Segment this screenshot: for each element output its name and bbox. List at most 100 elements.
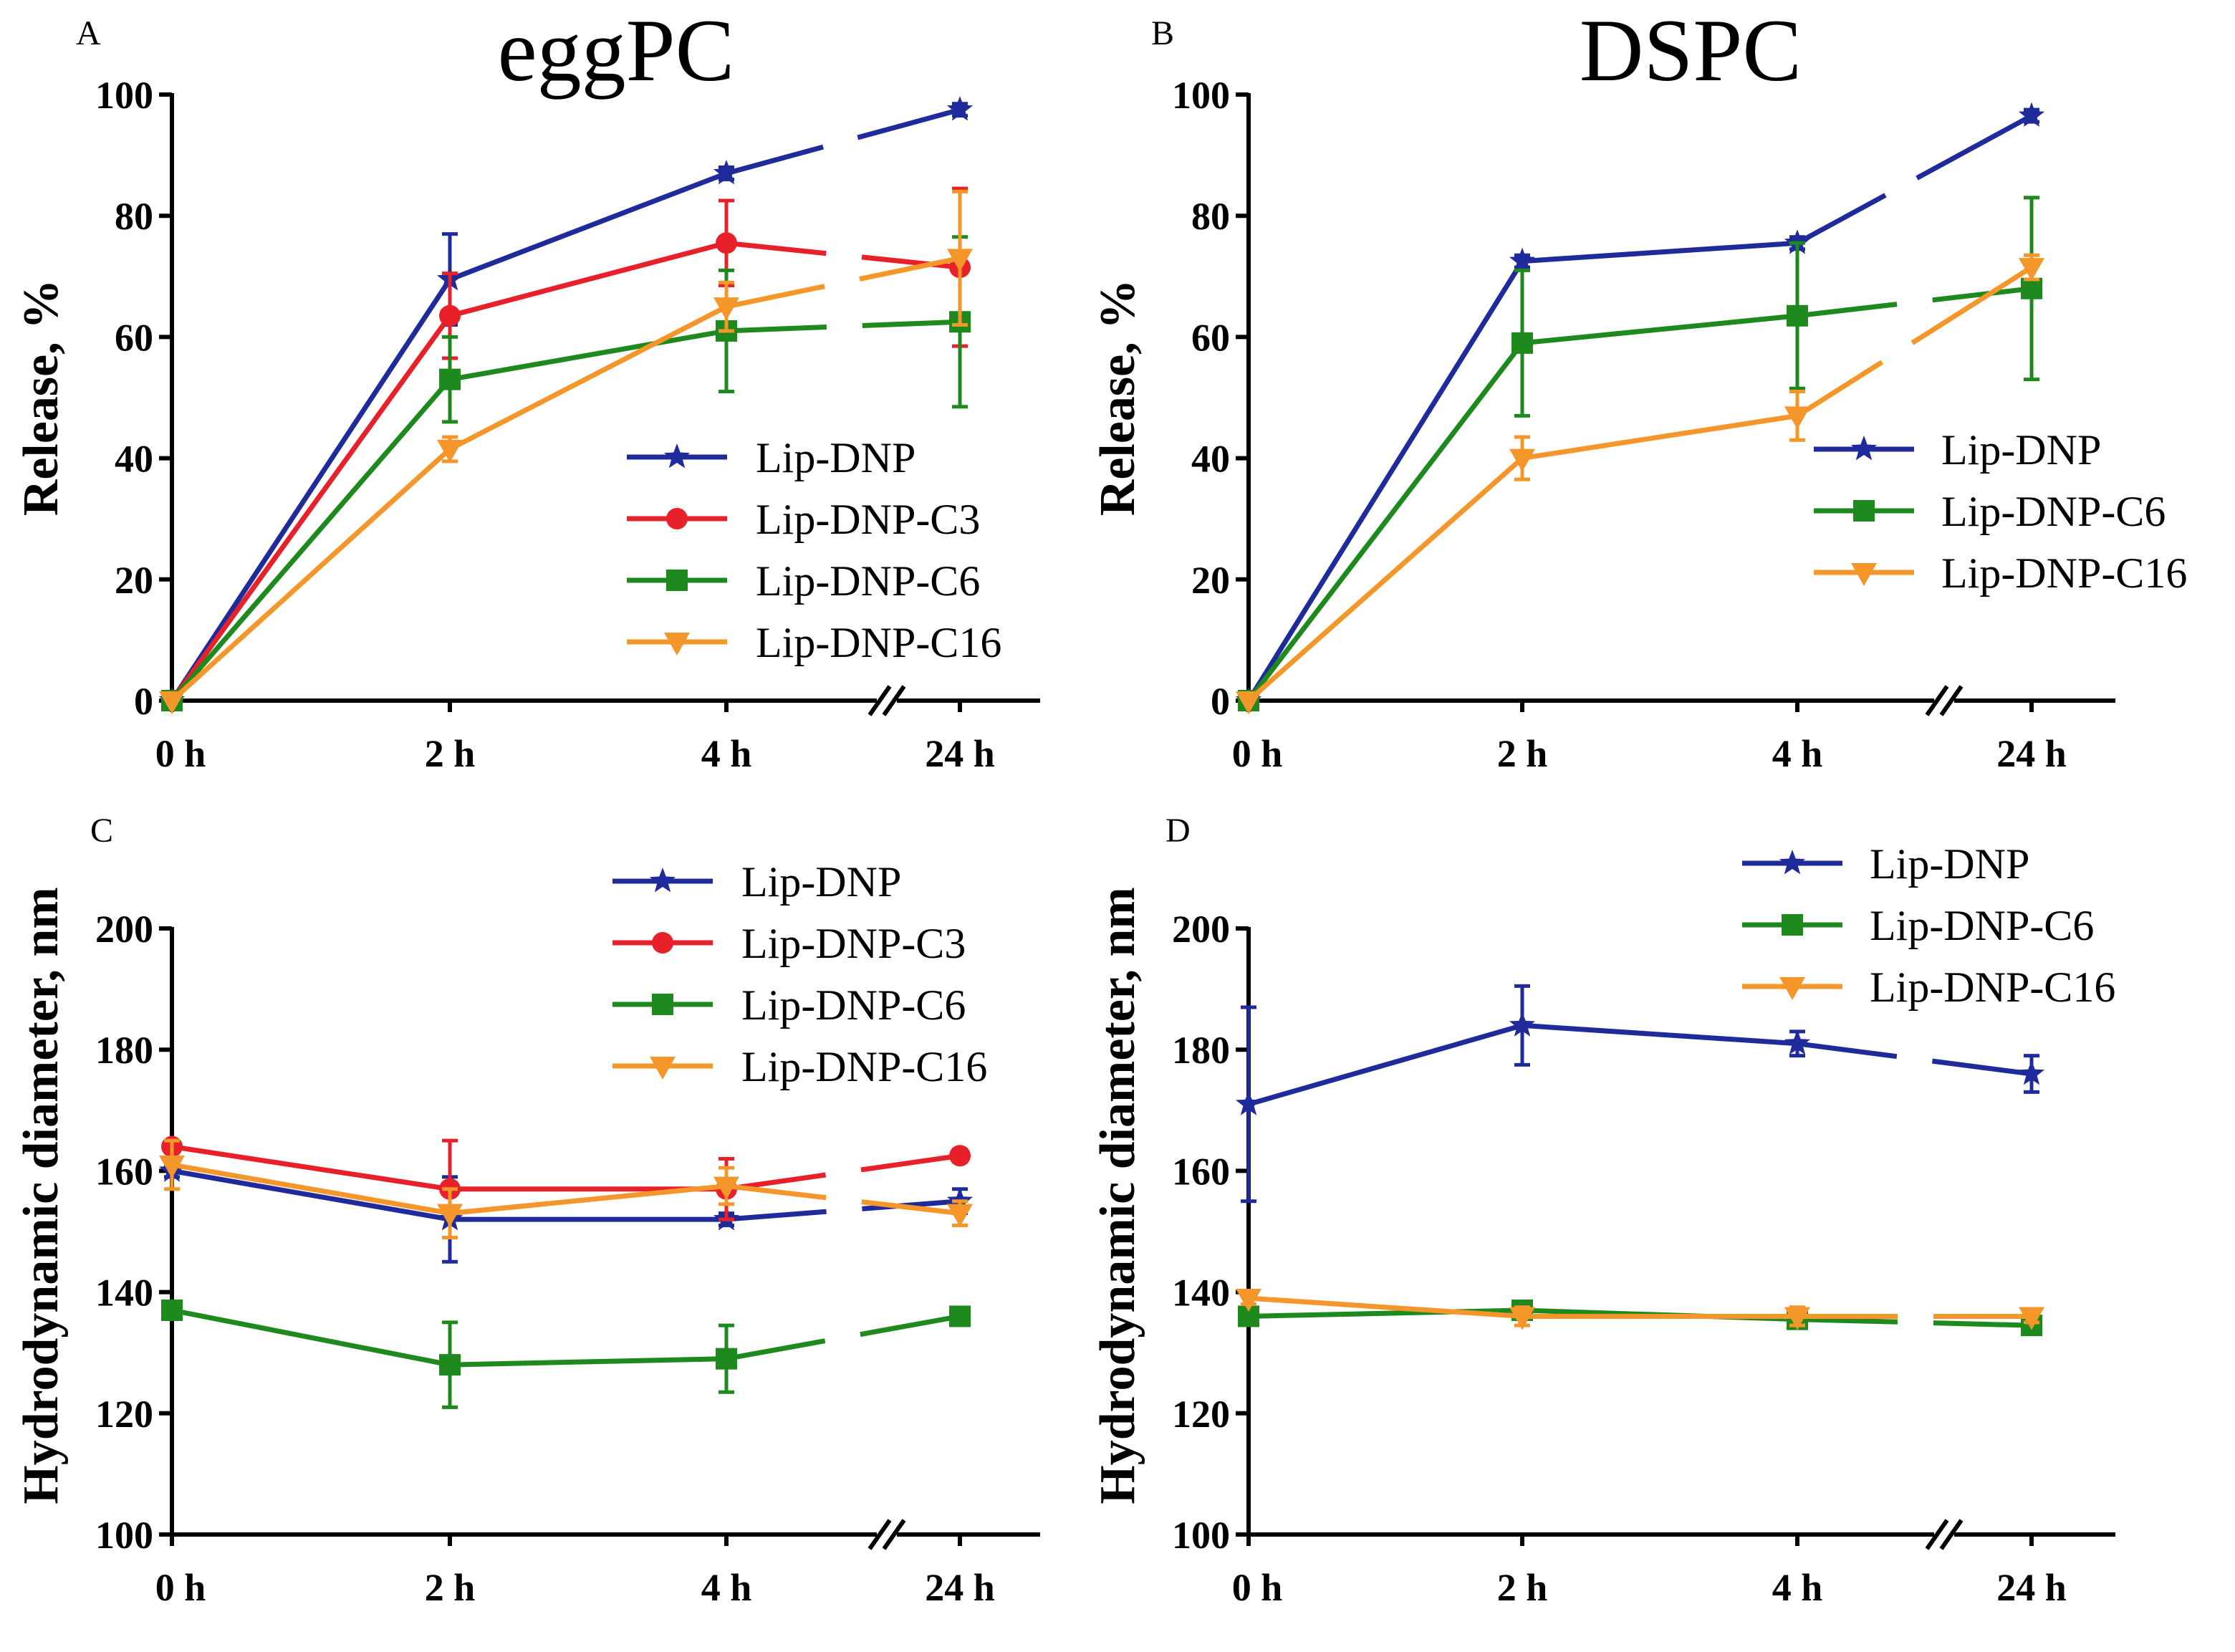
panel-d-series-lip-dnp-point	[2018, 1060, 2045, 1085]
panel-b-y-axis-title: Release, %	[1090, 279, 1145, 516]
panel-b-series-lip-dnp-c16	[1236, 253, 2044, 714]
panel-c-series-lip-dnp-c16	[159, 1138, 973, 1239]
panel-d-x-tick-label: 24 h	[1996, 1566, 2067, 1609]
panel-a-axis-break-mark	[882, 685, 906, 716]
panel-c-x-tick-label: 4 h	[701, 1566, 752, 1609]
panel-d-series-lip-dnp-line-segment	[1248, 1022, 1523, 1107]
panel-b-series-lip-dnp-c6-line-segment	[1522, 313, 1798, 346]
legend-marker	[652, 994, 673, 1015]
legend-marker	[650, 1057, 676, 1080]
legend-label: Lip-DNP-C3	[741, 920, 966, 967]
panel-a-y-tick-label: 0	[134, 680, 153, 723]
legend-label: Lip-DNP	[756, 434, 915, 481]
legend-label: Lip-DNP-C16	[756, 619, 1001, 666]
panel-a-legend: Lip-DNP Lip-DNP-C3 Lip-DNP-C6 Lip-DNP-C16	[627, 434, 1001, 666]
panel-c-series-lip-dnp-c3-point	[949, 1145, 971, 1167]
panel-b-series-lip-dnp-line-segment	[1246, 259, 1524, 702]
legend-label: Lip-DNP-C16	[741, 1043, 987, 1090]
panel-a-series-lip-dnp-c3-line-segment	[449, 240, 727, 319]
panel-a-series-lip-dnp-c3-line-segment	[726, 240, 961, 270]
panel-a-series-lip-dnp-c3-line-segment	[170, 314, 452, 703]
legend-marker	[652, 932, 673, 954]
panel-b-series-lip-dnp-point	[2018, 102, 2045, 127]
legend-label: Lip-DNP-C16	[1941, 549, 2187, 597]
panel-a-legend-item-lip-dnp-c3: Lip-DNP-C3	[627, 496, 980, 543]
legend-label: Lip-DNP-C6	[1870, 902, 2094, 949]
panel-b-series-lip-dnp-line-segment	[1522, 240, 1798, 264]
panel-b-series-lip-dnp-c16-point	[2019, 258, 2044, 282]
panel-c-series-lip-dnp-c6-line-segment	[449, 1356, 727, 1368]
panel-c-axis-break-mark	[867, 1519, 892, 1550]
panel-b: B DSPC 0 20 40 60 80 100 0 h 2 h 4 h 24 h Release, %…	[1090, 1, 2187, 775]
panel-b-series-lip-dnp-c6-point	[1511, 332, 1533, 354]
panel-a-axis-break-mark	[867, 685, 892, 716]
panel-b-x-tick-label: 4 h	[1772, 732, 1823, 775]
panel-d-x-tick-label: 4 h	[1772, 1566, 1823, 1609]
panel-c: C 100 120 140 160 180 200 0 h 2 h 4 h 24 h Hydrodyn…	[14, 812, 1040, 1609]
panel-b-y-tick-label: 100	[1172, 74, 1230, 117]
panel-a-y-tick-label: 40	[115, 438, 153, 481]
panel-c-x-tick-label: 24 h	[925, 1566, 995, 1609]
panel-b-series-lip-dnp-c16-point	[1509, 448, 1535, 472]
panel-a-title: eggPC	[498, 1, 735, 100]
panel-d-y-tick-label: 120	[1172, 1393, 1230, 1436]
panel-c-series-lip-dnp-c16-line-segment	[449, 1183, 727, 1216]
panel-a-y-tick-label: 20	[115, 559, 153, 602]
panel-a-x-tick-label: 2 h	[425, 732, 476, 775]
panel-b-y-tick-label: 40	[1191, 438, 1230, 481]
panel-a-y-tick-label: 80	[115, 195, 153, 238]
panel-b-series-lip-dnp-line-segment	[1796, 113, 2033, 246]
legend-marker	[663, 443, 691, 469]
panel-d-series-lip-dnp-c16	[1236, 1289, 2044, 1330]
panel-b-y-tick-label: 80	[1191, 195, 1230, 238]
panel-d-series-lip-dnp-point	[1509, 1012, 1536, 1037]
panel-c-y-tick-label: 180	[95, 1029, 153, 1072]
panel-c-y-tick-label: 140	[95, 1272, 153, 1315]
panel-c-series-lip-dnp-c6	[161, 1299, 971, 1409]
panel-a-series-lip-dnp-point	[713, 160, 740, 185]
panel-b-legend-item-lip-dnp: Lip-DNP	[1814, 426, 2101, 474]
panel-d-series-lip-dnp-c16-line-segment	[1248, 1295, 1523, 1319]
panel-a-series-lip-dnp-c6-line-segment	[170, 378, 452, 703]
panel-a-series-lip-dnp-line-segment	[170, 278, 452, 702]
panel-c-series-lip-dnp-c6-point	[439, 1354, 461, 1376]
legend-marker	[1851, 563, 1877, 586]
panel-a-series-lip-dnp-c16	[159, 189, 973, 714]
legend-label: Lip-DNP	[1941, 426, 2101, 474]
legend-label: Lip-DNP	[1870, 840, 2029, 888]
panel-a-series-lip-dnp-c6-line-segment	[726, 319, 961, 334]
legend-marker	[1850, 436, 1878, 461]
legend-marker	[666, 570, 688, 591]
panel-a-series-lip-dnp-c16-point	[159, 691, 185, 714]
panel-a-series-lip-dnp-c16-point	[947, 249, 973, 272]
panel-c-series-lip-dnp-c3-line-segment	[726, 1153, 961, 1192]
panel-c-series-lip-dnp-c6-line-segment	[726, 1313, 961, 1362]
panel-b-axis-break-mark	[1925, 685, 1949, 716]
panel-c-series-lip-dnp-c16-point	[947, 1204, 973, 1227]
panel-c-y-tick-label: 200	[95, 908, 153, 951]
panel-a-series-lip-dnp-c3-point	[716, 232, 737, 254]
panel-c-series-lip-dnp-c6-point	[161, 1299, 183, 1321]
panel-c-series-lip-dnp-c16-point	[437, 1204, 463, 1227]
panel-b-y-tick-label: 20	[1191, 559, 1230, 602]
panel-c-legend-item-lip-dnp-c16: Lip-DNP-C16	[612, 1043, 987, 1090]
legend-label: Lip-DNP-C6	[741, 981, 966, 1029]
panel-a-series-lip-dnp-c16-line-segment	[170, 447, 452, 703]
panel-d-x-tick-label: 2 h	[1497, 1566, 1548, 1609]
panel-b-series-lip-dnp-c16-point	[1784, 406, 1810, 430]
panel-b-series-lip-dnp-point	[1509, 247, 1536, 272]
panel-b-series-lip-dnp-c6-line-segment	[1246, 341, 1524, 703]
panel-c-x-tick-label: 2 h	[425, 1566, 476, 1609]
panel-a-series-lip-dnp-line-segment	[726, 107, 961, 176]
legend-label: Lip-DNP-C16	[1870, 964, 2115, 1011]
panel-d-y-tick-label: 180	[1172, 1029, 1230, 1072]
panel-d-y-tick-label: 140	[1172, 1272, 1230, 1315]
panel-a-x-tick-label: 4 h	[701, 732, 752, 775]
legend-label: Lip-DNP-C3	[756, 496, 980, 543]
panel-b-series-lip-dnp-c6-point	[2021, 277, 2042, 299]
panel-d-legend-item-lip-dnp-c16: Lip-DNP-C16	[1742, 964, 2115, 1011]
panel-c-series-lip-dnp-line-segment	[726, 1199, 961, 1222]
panel-a-legend-item-lip-dnp-c16: Lip-DNP-C16	[627, 619, 1001, 666]
panel-c-y-tick-label: 160	[95, 1150, 153, 1193]
